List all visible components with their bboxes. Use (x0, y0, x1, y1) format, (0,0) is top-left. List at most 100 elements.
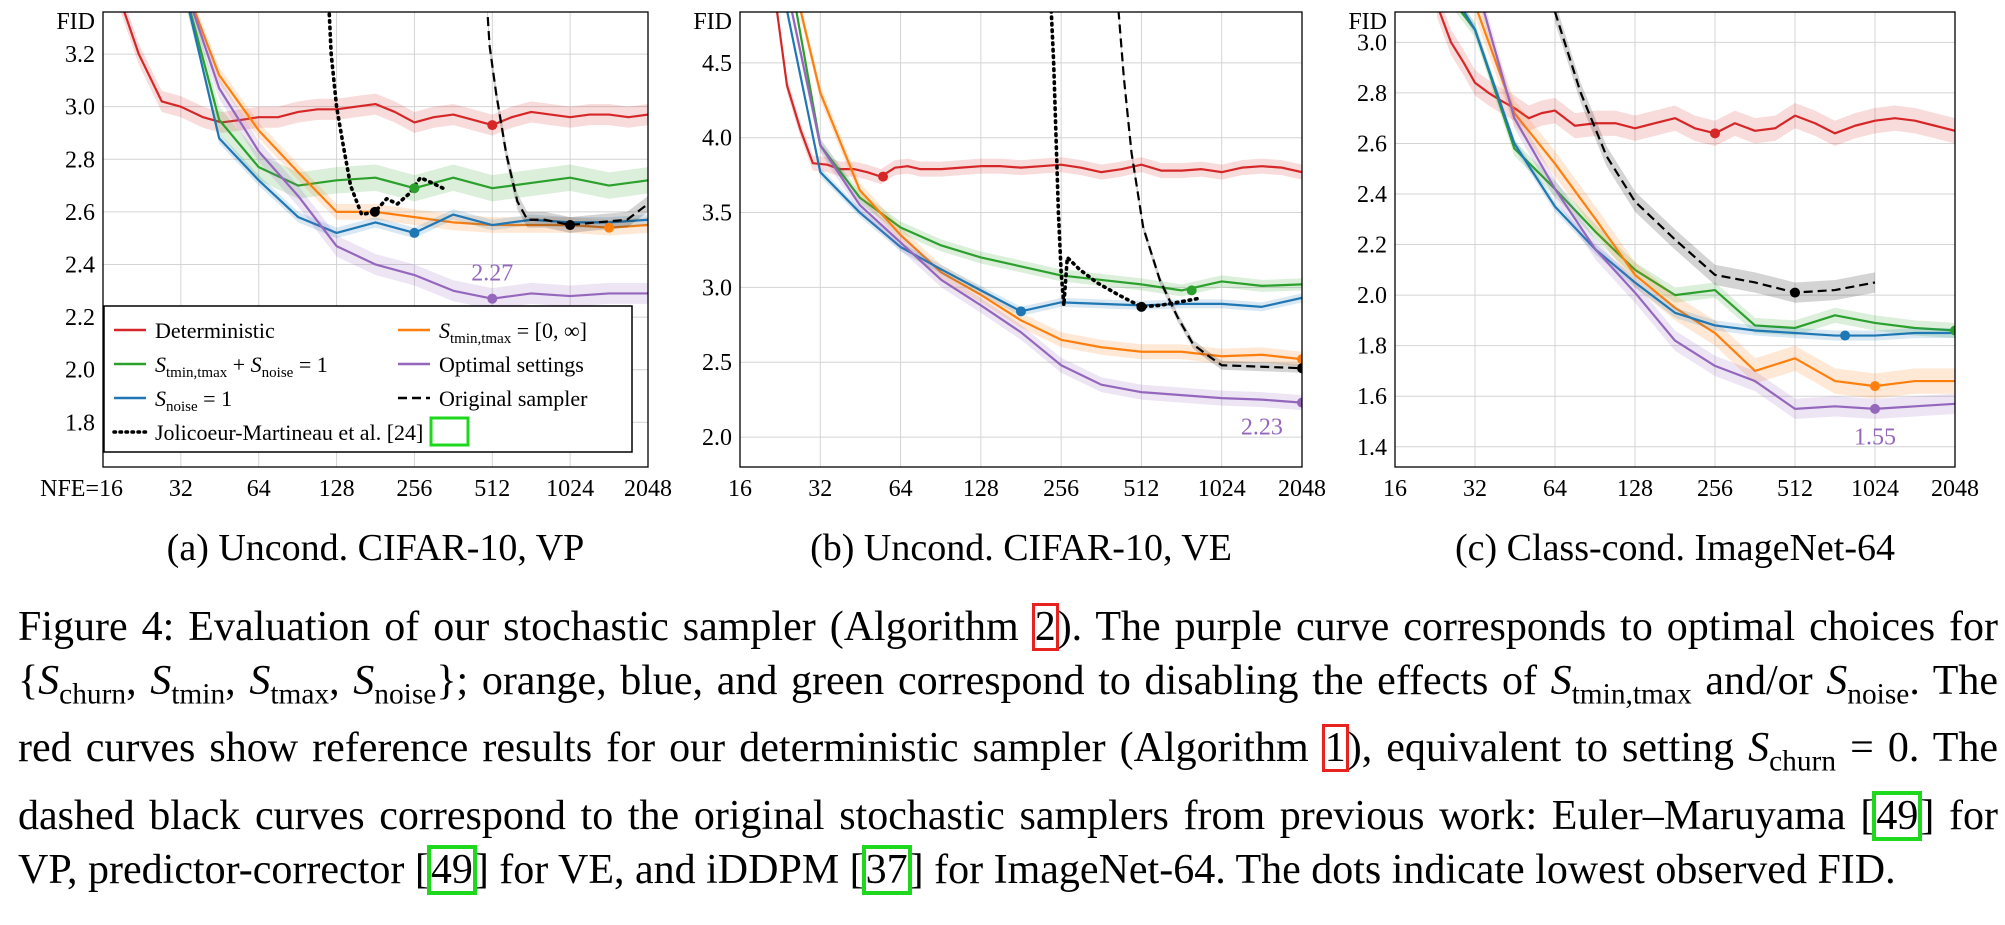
line-noise (786, 12, 1302, 313)
legend-label-optimal: Optimal settings (439, 352, 584, 377)
min-dot-range (1297, 354, 1302, 365)
y-tick-label-2: 1.8 (1357, 334, 1387, 360)
plot-frame (739, 11, 1303, 468)
x-tick-label-1: 32 (169, 476, 193, 502)
x-tick-label-0: 16 (728, 476, 752, 502)
min-dot-deterministic (878, 171, 889, 182)
y-tick-label-6: 2.6 (1357, 131, 1387, 157)
min-dot-optimal (1297, 397, 1302, 408)
legend-label-deterministic: Deterministic (155, 318, 275, 343)
x-tick-label-2: 64 (247, 476, 271, 502)
y-tick-label-1: 2.0 (65, 358, 95, 384)
min-dot-optimal (487, 293, 498, 304)
x-tick-label-4: 256 (396, 476, 432, 502)
x-tick-label-1: 32 (808, 476, 832, 502)
band-combo (796, 12, 1302, 297)
y-tick-label-1: 1.6 (1357, 384, 1387, 410)
min-dot-optimal (1870, 403, 1880, 414)
min-dot-original (1297, 363, 1302, 374)
annotation-min-fid: 2.23 (1241, 415, 1283, 441)
min-dot-noise (1015, 306, 1026, 317)
min-dot-range (1870, 381, 1880, 392)
algorithm-ref-1[interactable]: 1 (1321, 724, 1349, 773)
citation-37[interactable]: 37 (861, 844, 912, 895)
y-tick-label-0: 1.4 (1357, 435, 1387, 461)
band-deterministic (120, 12, 648, 136)
line-noise (1462, 12, 1955, 337)
y-tick-label-4: 4.0 (702, 126, 732, 152)
plot-area (1436, 12, 1955, 419)
y-tick-label-5: 2.8 (65, 147, 95, 173)
plot-frame (102, 11, 649, 468)
y-tick-label-3: 3.5 (702, 201, 732, 227)
min-dot-original (1790, 287, 1800, 298)
subplot-title: (a) Uncond. CIFAR-10, VP (167, 527, 585, 569)
y-axis-label: FID (693, 9, 732, 35)
min-dot-jolicoeur (1136, 301, 1147, 312)
band-original (486, 12, 648, 233)
min-dot-combo (409, 183, 420, 194)
min-dot-noise (409, 227, 420, 238)
min-dot-jolicoeur (369, 206, 380, 217)
x-tick-label-3: 128 (319, 476, 355, 502)
min-dot-noise (1840, 330, 1851, 341)
min-dot-original (565, 220, 576, 231)
line-range (799, 12, 1302, 361)
y-tick-label-7: 3.2 (65, 42, 95, 68)
x-tick-label-1: 32 (1463, 476, 1487, 502)
x-tick-label-4: 256 (1697, 476, 1733, 502)
plot-frame (1394, 11, 1956, 468)
y-axis-label: FID (1348, 9, 1387, 35)
chart-panel-vp: 1.8 2.0 2.2 2.4 2.6 2.8 3.0 3.2 FID NFE=16 32 64 128… (40, 9, 672, 569)
min-dot-range (604, 222, 615, 233)
x-tick-label-4: 256 (1043, 476, 1079, 502)
y-tick-label-7: 2.8 (1357, 81, 1387, 107)
x-tick-label-5: 512 (1777, 476, 1813, 502)
x-tick-label-3: 128 (963, 476, 999, 502)
y-tick-label-6: 3.0 (65, 95, 95, 121)
y-tick-label-0: 2.0 (702, 425, 732, 451)
y-tick-label-4: 2.6 (65, 200, 95, 226)
band-original (1118, 12, 1302, 373)
y-tick-label-3: 2.4 (65, 252, 95, 278)
x-tick-label-7: 2048 (624, 476, 672, 502)
band-range (1475, 12, 1955, 399)
y-tick-label-8: 3.0 (1357, 30, 1387, 56)
line-combo (795, 12, 1302, 292)
line-original (1117, 12, 1302, 370)
x-tick-label-7: 2048 (1278, 476, 1326, 502)
band-optimal (1481, 12, 1955, 419)
citation-49-b[interactable]: 49 (426, 844, 477, 895)
x-tick-label-6: 1024 (546, 476, 594, 502)
chart-panel-ve: 2.0 2.5 3.0 3.5 4.0 4.5 FID 16 32 64 128 256 512 1024… (693, 9, 1326, 569)
legend-label-original: Original sampler (439, 386, 588, 411)
band-deterministic (1436, 12, 1955, 146)
band-deterministic (776, 12, 1302, 185)
x-tick-label-2: 64 (1543, 476, 1567, 502)
subplot-title: (c) Class-cond. ImageNet-64 (1455, 527, 1895, 569)
y-tick-label-5: 2.4 (1357, 182, 1387, 208)
algorithm-ref-2[interactable]: 2 (1031, 603, 1059, 651)
citation-24-box[interactable] (429, 416, 470, 447)
citation-49-a[interactable]: 49 (1872, 790, 1923, 841)
min-dot-deterministic (487, 120, 498, 131)
figure-canvas: 1.8 2.0 2.2 2.4 2.6 2.8 3.0 3.2 FID NFE=16 32 64 128… (40, 9, 1979, 569)
band-range (800, 12, 1302, 367)
plot-area (120, 12, 648, 310)
min-dot-combo (1950, 325, 1955, 336)
subplot-title: (b) Uncond. CIFAR-10, VE (810, 527, 1232, 569)
x-tick-label-0: 16 (1383, 476, 1407, 502)
x-tick-label-5: 512 (1123, 476, 1159, 502)
x-tick-label-3: 128 (1617, 476, 1653, 502)
line-deterministic (123, 12, 648, 127)
figure-caption: Figure 4: Evaluation of our stochastic s… (18, 603, 1999, 895)
legend-label-noise: Snoise = 1 (155, 386, 232, 415)
line-deterministic (775, 12, 1302, 178)
line-original (486, 12, 648, 227)
line-original (1553, 12, 1876, 294)
y-tick-label-1: 2.5 (702, 350, 732, 376)
x-tick-label-0: NFE=16 (40, 476, 123, 502)
y-axis-label: FID (56, 9, 95, 35)
plot-area (775, 12, 1302, 411)
